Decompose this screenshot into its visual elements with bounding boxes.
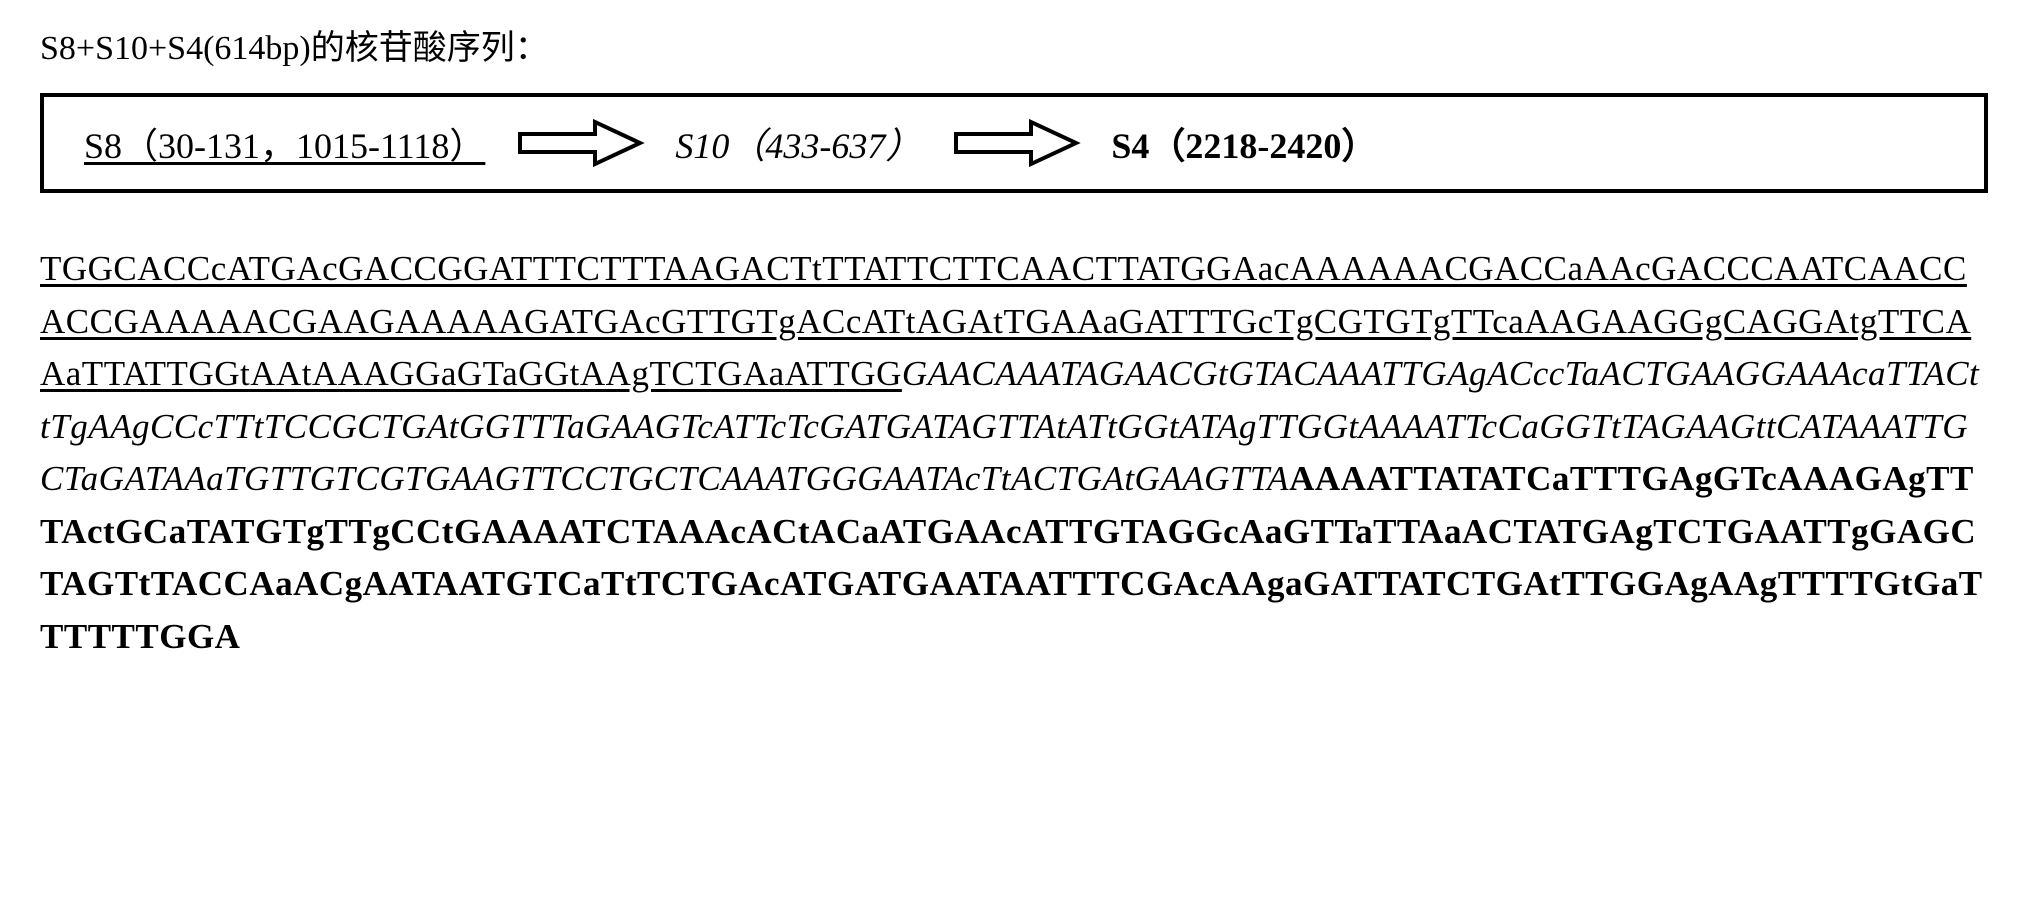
s10-label: S10（433-637）	[675, 117, 921, 169]
s4-label: S4（2218-2420）	[1111, 117, 1377, 169]
diagram-box: S8（30-131，1015-1118） S10（433-637） S4（221…	[40, 93, 1988, 193]
arrow-icon	[515, 118, 645, 168]
sequence-block: TGGCACCcATGAcGACCGGATTTCTTTAAGACTtTTATTC…	[40, 243, 1988, 663]
arrow-icon	[951, 118, 1081, 168]
page-title: S8+S10+S4(614bp)的核苷酸序列：	[40, 20, 1988, 69]
s8-label: S8（30-131，1015-1118）	[84, 117, 485, 169]
